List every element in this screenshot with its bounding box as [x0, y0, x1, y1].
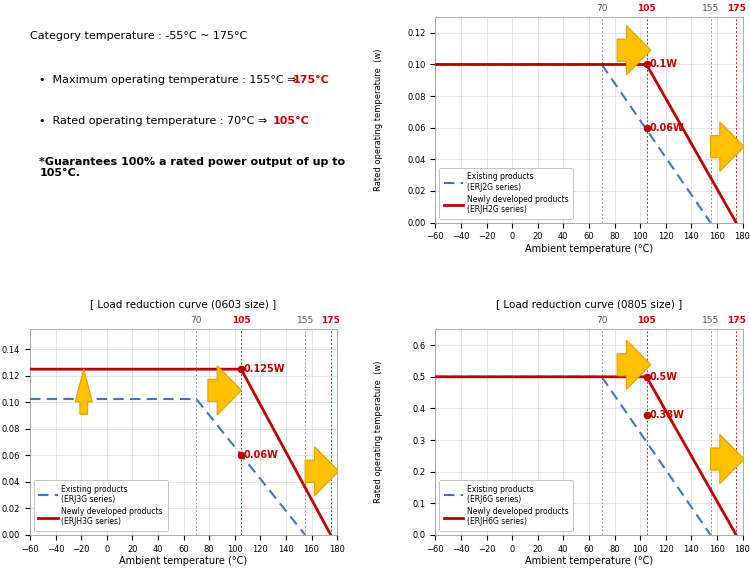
Text: Category temperature : -55°C ~ 175°C: Category temperature : -55°C ~ 175°C — [30, 31, 248, 42]
Text: •  Rated operating temperature : 70°C ⇒: • Rated operating temperature : 70°C ⇒ — [39, 116, 271, 126]
Legend: Existing products
(ERJ3G series), Newly developed products
(ERJH3G series): Existing products (ERJ3G series), Newly … — [34, 480, 167, 531]
X-axis label: Ambient temperature (°C): Ambient temperature (°C) — [525, 556, 653, 566]
Title: [ Load reduction curve (0603 size) ]: [ Load reduction curve (0603 size) ] — [91, 299, 277, 309]
Polygon shape — [617, 340, 651, 389]
Text: •  Maximum operating temperature : 155°C ⇒: • Maximum operating temperature : 155°C … — [39, 75, 300, 85]
Text: 70: 70 — [190, 316, 202, 325]
Text: 0.125W: 0.125W — [244, 364, 285, 374]
Polygon shape — [208, 366, 242, 415]
Text: 155: 155 — [702, 4, 719, 13]
Text: 70: 70 — [596, 316, 608, 325]
Text: 0.06W: 0.06W — [244, 450, 278, 460]
Text: 0.1W: 0.1W — [649, 60, 677, 69]
Text: 175: 175 — [321, 316, 340, 325]
Legend: Existing products
(ERJ2G series), Newly developed products
(ERJH2G series): Existing products (ERJ2G series), Newly … — [440, 168, 573, 218]
X-axis label: Ambient temperature (°C): Ambient temperature (°C) — [525, 244, 653, 254]
Text: *Guarantees 100% a rated power output of up to
105°C.: *Guarantees 100% a rated power output of… — [39, 157, 345, 179]
Text: 175°C: 175°C — [292, 75, 329, 85]
Text: 70: 70 — [596, 4, 608, 13]
Y-axis label: Rated operating temperature  (w): Rated operating temperature (w) — [374, 361, 383, 504]
Text: 0.06W: 0.06W — [649, 123, 684, 133]
Y-axis label: Rated operating temperature  (w): Rated operating temperature (w) — [374, 48, 383, 191]
Polygon shape — [305, 447, 339, 496]
Text: 105: 105 — [232, 316, 251, 325]
Text: 105°C: 105°C — [272, 116, 309, 126]
Legend: Existing products
(ERJ6G series), Newly developed products
(ERJH6G series): Existing products (ERJ6G series), Newly … — [440, 480, 573, 531]
Text: 0.5W: 0.5W — [649, 372, 677, 382]
Text: 175: 175 — [727, 316, 746, 325]
Polygon shape — [710, 122, 744, 171]
Polygon shape — [75, 369, 92, 414]
X-axis label: Ambient temperature (°C): Ambient temperature (°C) — [119, 556, 248, 566]
Text: 155: 155 — [702, 316, 719, 325]
Text: 105: 105 — [638, 4, 656, 13]
Text: 0.38W: 0.38W — [649, 410, 684, 420]
Polygon shape — [617, 26, 651, 75]
Title: [ Load reduction curve (0805 size) ]: [ Load reduction curve (0805 size) ] — [496, 299, 682, 309]
Polygon shape — [710, 434, 744, 484]
Text: 105: 105 — [638, 316, 656, 325]
Text: 155: 155 — [296, 316, 314, 325]
Text: 175: 175 — [727, 4, 746, 13]
